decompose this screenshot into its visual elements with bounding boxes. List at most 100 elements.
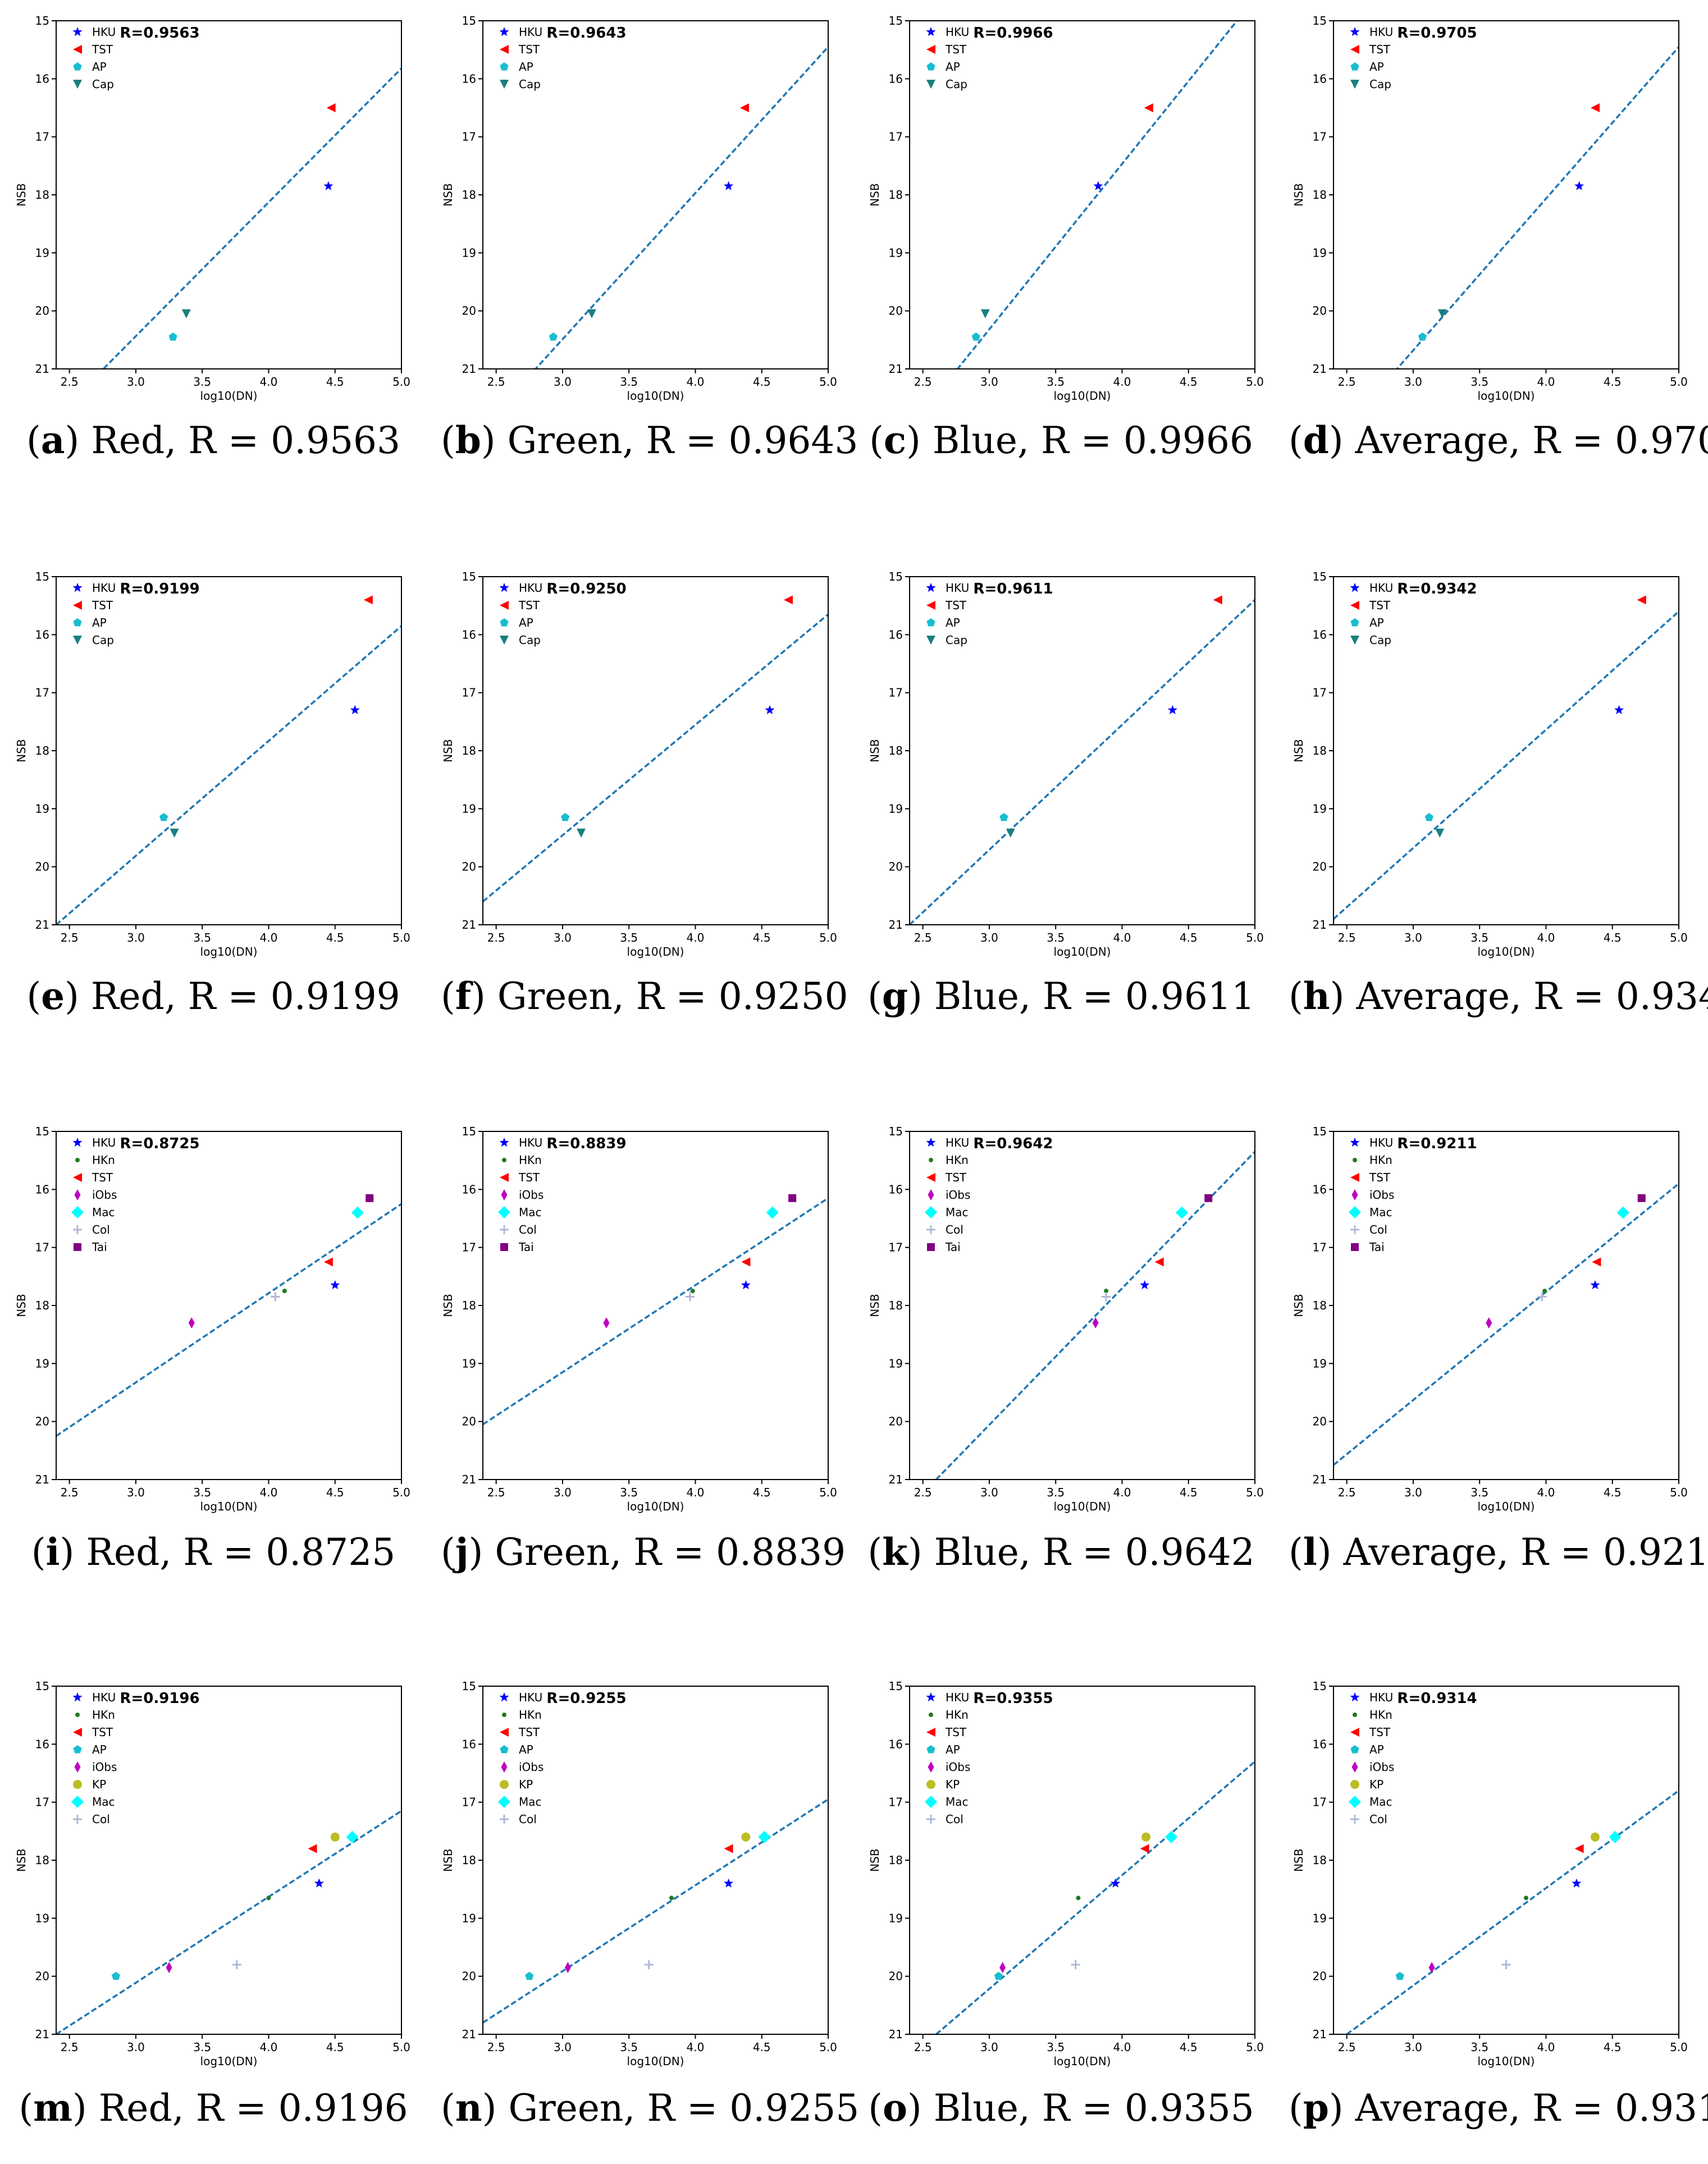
caption-text: Red, R = 0.8725 xyxy=(86,1531,396,1574)
r-value-label: R=0.9342 xyxy=(1397,581,1477,597)
x-tick-label: 4.0 xyxy=(1113,1486,1131,1499)
data-point-hku xyxy=(1590,1280,1600,1290)
legend-entry-cap: Cap xyxy=(1369,77,1391,91)
data-point-mac xyxy=(766,1206,779,1219)
x-tick-label: 5.0 xyxy=(1246,1486,1264,1499)
x-axis-label: log10(DN) xyxy=(627,389,684,403)
data-point-ap xyxy=(159,812,168,821)
legend-entry-tst: TST xyxy=(945,1171,967,1184)
y-tick-label: 21 xyxy=(1313,362,1327,376)
caption-letter: h xyxy=(1303,974,1330,1018)
data-point-tst xyxy=(1213,595,1222,605)
legend: HKU TST AP Cap xyxy=(72,25,116,91)
x-tick-label: 4.0 xyxy=(1537,1486,1555,1499)
y-tick-label: 20 xyxy=(35,1415,49,1428)
caption-text: Red, R = 0.9196 xyxy=(98,2087,408,2130)
x-tick-label: 3.0 xyxy=(980,375,998,389)
x-axis-label: log10(DN) xyxy=(1478,945,1535,958)
y-tick-label: 21 xyxy=(1313,1473,1327,1486)
chart-svg-e: 2.5 3.0 3.5 4.0 4.5 5.0 15 16 17 18 19 20 21 log10(DN… xyxy=(15,570,410,958)
legend-marker-mac xyxy=(1349,1206,1361,1218)
data-point-tst xyxy=(1574,1844,1584,1853)
data-point-hkn xyxy=(690,1289,695,1294)
legend-entry-iobs: iObs xyxy=(1369,1188,1394,1202)
legend-entry-hku: HKU xyxy=(946,25,969,39)
y-tick-label: 20 xyxy=(1313,1970,1327,1983)
x-tick-label: 4.0 xyxy=(260,2040,278,2054)
legend-marker-hkn xyxy=(75,1158,80,1162)
legend-entry-kp: KP xyxy=(92,1778,106,1791)
y-tick-label: 16 xyxy=(462,628,476,641)
x-tick-label: 2.5 xyxy=(487,2040,505,2054)
caption-k: (k) Blue, R = 0.9642 xyxy=(867,1530,1255,1574)
y-tick-label: 17 xyxy=(35,1241,49,1254)
legend-marker-iobs xyxy=(501,1189,508,1200)
legend-marker-ap xyxy=(73,62,82,71)
y-tick-label: 15 xyxy=(889,1125,903,1138)
data-point-iobs xyxy=(1486,1317,1492,1328)
legend-marker-hku xyxy=(72,1138,83,1147)
y-tick-label: 19 xyxy=(35,1357,49,1370)
data-point-col xyxy=(644,1960,654,1969)
x-tick-label: 2.5 xyxy=(61,1486,79,1499)
data-point-ap xyxy=(525,1971,534,1980)
legend-entry-iobs: iObs xyxy=(92,1188,117,1202)
legend-marker-mac xyxy=(498,1796,510,1808)
data-point-hku xyxy=(1614,705,1624,714)
caption-letter: j xyxy=(455,1530,469,1574)
y-tick-label: 20 xyxy=(889,860,903,874)
r-value-label: R=0.9642 xyxy=(973,1135,1053,1152)
y-axis-label: NSB xyxy=(1292,183,1305,206)
x-axis-label: log10(DN) xyxy=(200,2055,258,2068)
data-point-tai xyxy=(366,1194,374,1202)
data-point-kp xyxy=(1141,1832,1151,1842)
data-point-cap xyxy=(577,828,586,838)
y-tick-label: 19 xyxy=(889,1357,903,1370)
legend-entry-hkn: HKn xyxy=(519,1708,542,1722)
data-point-kp xyxy=(1590,1832,1600,1842)
data-point-col xyxy=(686,1292,695,1302)
y-tick-label: 16 xyxy=(35,1737,49,1751)
data-point-iobs xyxy=(603,1317,610,1328)
fit-line xyxy=(1333,610,1679,920)
y-tick-label: 17 xyxy=(462,686,476,700)
x-tick-label: 3.5 xyxy=(193,375,211,389)
legend-marker-iobs xyxy=(74,1189,81,1200)
data-point-hkn xyxy=(1076,1896,1081,1901)
x-tick-label: 3.0 xyxy=(980,2040,998,2054)
y-tick-label: 21 xyxy=(889,2028,903,2041)
legend-marker-hku xyxy=(1350,1692,1360,1702)
legend-entry-tst: TST xyxy=(518,599,540,612)
caption-letter: l xyxy=(1303,1530,1317,1574)
data-point-tst xyxy=(323,1257,333,1267)
data-point-hku xyxy=(724,1878,734,1888)
fit-line xyxy=(1333,1183,1679,1466)
y-tick-label: 17 xyxy=(35,686,49,700)
data-point-mac xyxy=(1609,1830,1622,1843)
x-tick-label: 3.0 xyxy=(554,375,572,389)
legend-entry-kp: KP xyxy=(946,1778,960,1791)
data-point-hku xyxy=(1167,705,1177,714)
legend: HKU HKn TST iObs Mac Col Tai xyxy=(71,1136,117,1254)
legend-marker-ap xyxy=(926,618,935,627)
legend-entry-mac: Mac xyxy=(1369,1206,1392,1219)
y-tick-label: 18 xyxy=(35,1853,49,1867)
legend-entry-iobs: iObs xyxy=(92,1760,117,1774)
data-point-col xyxy=(1501,1960,1511,1969)
legend-entry-hku: HKU xyxy=(946,1136,969,1149)
legend-entry-iobs: iObs xyxy=(946,1188,970,1202)
x-tick-label: 3.5 xyxy=(193,2040,211,2054)
caption-i: (i) Red, R = 0.8725 xyxy=(31,1530,396,1574)
x-tick-label: 4.0 xyxy=(687,931,705,944)
legend-entry-tst: TST xyxy=(518,1725,540,1739)
y-axis-label: NSB xyxy=(15,1848,28,1871)
x-tick-label: 3.5 xyxy=(193,931,211,944)
data-point-hku xyxy=(330,1280,340,1290)
y-tick-label: 17 xyxy=(889,1241,903,1254)
y-tick-label: 21 xyxy=(35,1473,49,1486)
legend-marker-iobs xyxy=(1351,1189,1358,1200)
y-tick-label: 19 xyxy=(889,246,903,259)
legend-marker-hku xyxy=(1350,27,1360,36)
x-tick-label: 4.5 xyxy=(1604,375,1622,389)
x-tick-label: 5.0 xyxy=(392,2040,410,2054)
